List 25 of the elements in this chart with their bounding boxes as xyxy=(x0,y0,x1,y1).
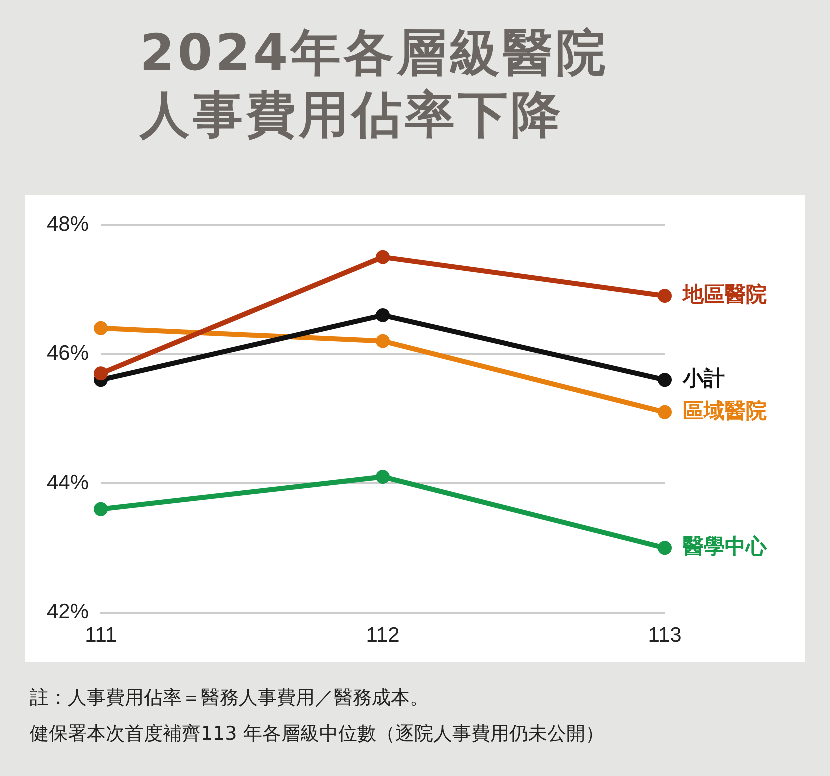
point xyxy=(376,308,390,322)
y-tick-label: 46% xyxy=(47,342,90,366)
point xyxy=(94,366,108,381)
point xyxy=(658,541,672,556)
text: 註：人事費用佔率＝醫務人事費用／醫務成本。 xyxy=(30,686,430,711)
series-label: 醫學中心 xyxy=(683,534,768,559)
point xyxy=(94,502,108,516)
point xyxy=(376,334,390,348)
chart-title: 2024年各層級醫院人事費用佔率下降 xyxy=(140,23,610,146)
x-tick-label: 111 xyxy=(85,624,117,648)
point xyxy=(658,373,672,388)
text: 健保署本次首度補齊113 年各層級中位數（逐院人事費用仍未公開） xyxy=(30,722,604,747)
y-tick-label: 42% xyxy=(47,600,90,624)
x-tick-label: 112 xyxy=(366,624,400,648)
series-label: 區域醫院 xyxy=(683,398,767,423)
point xyxy=(94,321,108,336)
point xyxy=(376,250,390,264)
series-label: 地區醫院 xyxy=(682,282,767,307)
y-tick-label: 48% xyxy=(47,212,90,236)
point xyxy=(658,405,672,420)
point xyxy=(376,470,390,484)
y-tick-label: 44% xyxy=(47,471,90,494)
point xyxy=(658,289,672,304)
series-label: 小計 xyxy=(682,366,725,391)
x-tick-label: 113 xyxy=(648,624,682,648)
